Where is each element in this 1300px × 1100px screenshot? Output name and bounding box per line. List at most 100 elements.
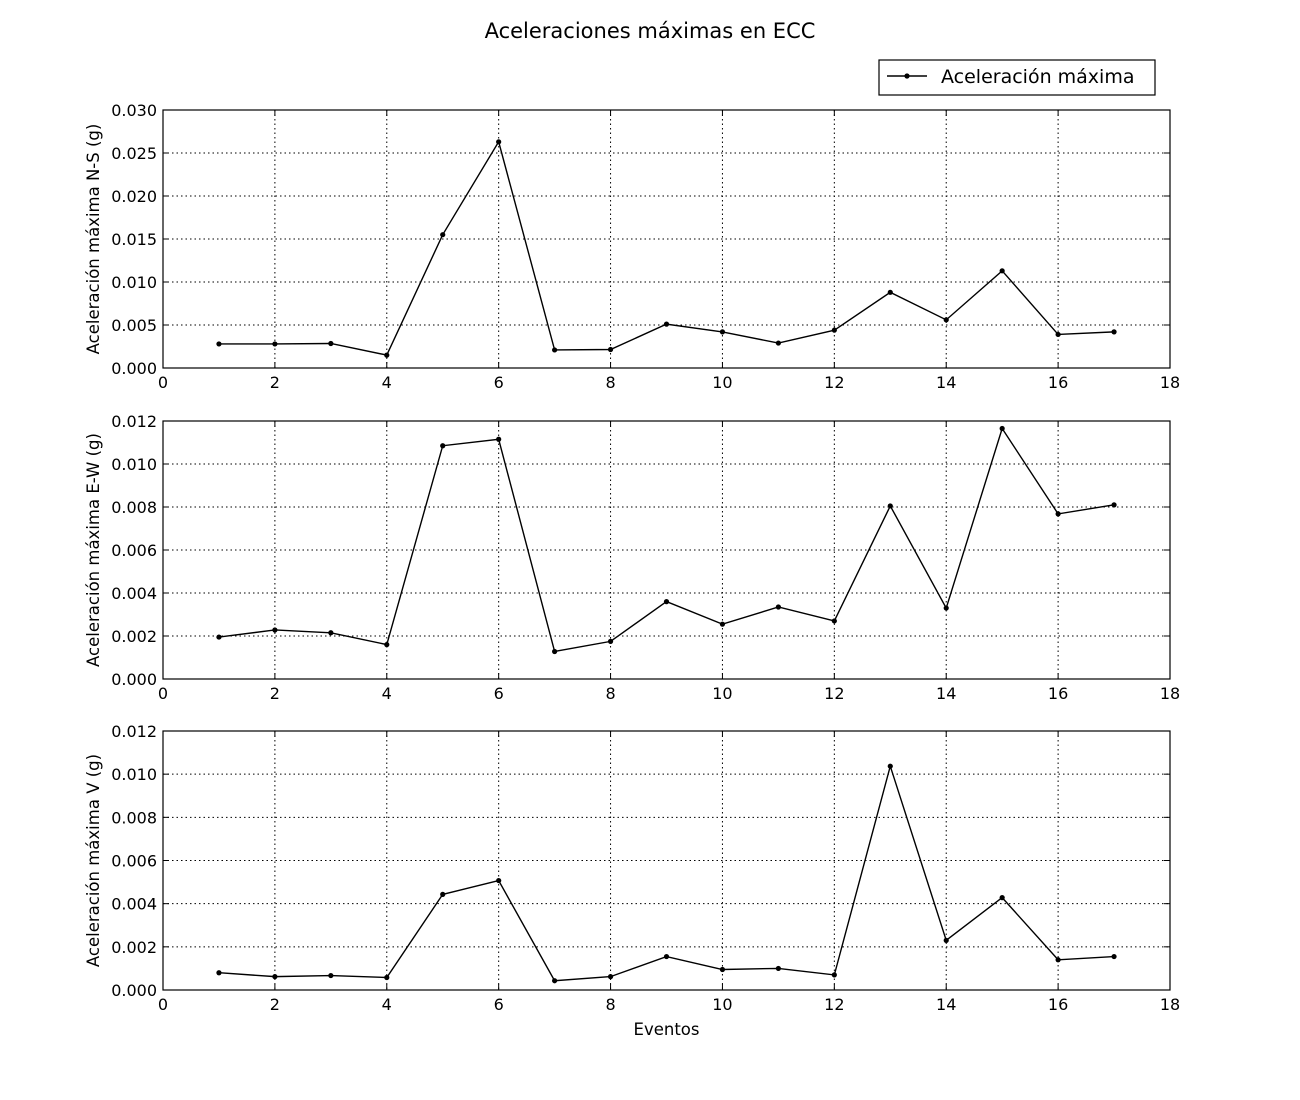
data-point — [1111, 502, 1117, 508]
x-tick-label: 2 — [270, 373, 280, 392]
data-point — [1055, 957, 1061, 963]
x-tick-label: 8 — [605, 684, 615, 703]
data-point — [272, 341, 278, 347]
x-tick-label: 0 — [158, 995, 168, 1014]
x-tick-label: 14 — [936, 995, 956, 1014]
data-point — [328, 630, 334, 636]
figure-title: Aceleraciones máximas en ECC — [485, 19, 816, 43]
data-point — [663, 953, 670, 960]
subplot-1: 0 2 4 6 8 10 12 14 16 18 0.000 0.005 0.010 0.015 0.020… — [84, 101, 1180, 392]
data-point — [1111, 953, 1117, 960]
data-point — [887, 289, 893, 295]
x-tick-label: 14 — [936, 684, 956, 703]
x-tick-label: 10 — [712, 684, 732, 703]
y-tick-label: 0.005 — [111, 316, 157, 335]
y-tick-label: 0.020 — [111, 187, 157, 206]
data-point — [216, 341, 222, 347]
data-point — [607, 346, 614, 353]
data-point — [775, 965, 781, 972]
x-tick-label: 10 — [712, 995, 732, 1014]
y-tick-label: 0.008 — [111, 808, 157, 827]
data-point — [999, 895, 1005, 901]
data-point — [496, 877, 502, 884]
x-tick-label: 8 — [605, 995, 615, 1014]
x-axis-label: Eventos — [634, 1020, 700, 1039]
y-tick-label: 0.010 — [111, 455, 157, 474]
data-point — [496, 436, 502, 442]
y-tick-label: 0.004 — [111, 895, 157, 914]
y-tick-label: 0.010 — [111, 273, 157, 292]
data-point — [328, 972, 334, 979]
data-point — [552, 347, 558, 353]
data-point — [887, 503, 893, 509]
x-tick-label: 4 — [382, 373, 392, 392]
x-tick-label: 2 — [270, 684, 280, 703]
y-tick-label: 0.008 — [111, 498, 157, 517]
data-point — [607, 974, 614, 980]
data-point — [999, 268, 1005, 274]
x-tick-label: 10 — [712, 373, 732, 392]
x-tick-label: 16 — [1048, 373, 1068, 392]
data-point — [1055, 331, 1061, 338]
x-tick-label: 18 — [1160, 373, 1180, 392]
y-tick-label: 0.015 — [111, 230, 157, 249]
x-tick-label: 16 — [1048, 684, 1068, 703]
y-tick-label: 0.006 — [111, 852, 157, 871]
data-point — [384, 974, 390, 981]
x-tick-label: 8 — [605, 373, 615, 392]
data-point — [887, 763, 893, 769]
data-point — [943, 317, 949, 323]
data-point — [440, 232, 446, 238]
data-point — [1055, 511, 1061, 517]
x-tick-label: 4 — [382, 995, 392, 1014]
data-point — [216, 970, 222, 976]
x-tick-label: 6 — [494, 373, 504, 392]
data-point — [719, 621, 726, 627]
x-tick-label: 14 — [936, 373, 956, 392]
x-tick-label: 0 — [158, 373, 168, 392]
data-point — [440, 891, 446, 897]
x-tick-label: 18 — [1160, 995, 1180, 1014]
y-tick-label: 0.012 — [111, 722, 157, 741]
data-point — [552, 978, 558, 984]
y-tick-label: 0.006 — [111, 541, 157, 560]
data-point — [719, 966, 726, 973]
data-point — [440, 443, 446, 449]
data-point — [663, 321, 670, 327]
data-point — [943, 605, 949, 611]
x-tick-label: 0 — [158, 684, 168, 703]
y-tick-label: 0.025 — [111, 144, 157, 163]
data-point — [831, 327, 837, 333]
data-point — [328, 340, 334, 347]
data-point — [1111, 329, 1117, 335]
data-point — [775, 604, 781, 610]
y-axis-label: Aceleración máxima E-W (g) — [84, 433, 103, 667]
x-tick-label: 12 — [824, 995, 844, 1014]
data-point — [719, 329, 726, 335]
y-tick-label: 0.000 — [111, 670, 157, 689]
data-point — [216, 634, 222, 640]
y-tick-label: 0.002 — [111, 938, 157, 957]
x-tick-label: 2 — [270, 995, 280, 1014]
subplot-3: 0 2 4 6 8 10 12 14 16 18 0.000 0.002 0.004 0.006 0.008… — [84, 722, 1180, 1039]
y-tick-label: 0.000 — [111, 981, 157, 1000]
x-tick-label: 6 — [494, 995, 504, 1014]
data-point — [272, 974, 278, 980]
data-point — [384, 352, 390, 358]
data-point — [831, 618, 837, 624]
subplot-2: 0 2 4 6 8 10 12 14 16 18 0.000 0.002 0.004 0.006 0.008… — [84, 412, 1180, 703]
axes-container: 0 2 4 6 8 10 12 14 16 18 0.000 0.005 0.010 0.015 0.020… — [84, 101, 1180, 1039]
legend-label: Aceleración máxima — [941, 66, 1134, 88]
y-axis-label: Aceleración máxima V (g) — [84, 754, 103, 967]
y-tick-label: 0.012 — [111, 412, 157, 431]
data-point — [943, 937, 949, 943]
legend: Aceleración máxima — [878, 59, 1156, 96]
y-tick-label: 0.000 — [111, 359, 157, 378]
data-point — [272, 627, 278, 633]
x-tick-label: 16 — [1048, 995, 1068, 1014]
y-tick-label: 0.010 — [111, 765, 157, 784]
data-point — [999, 425, 1005, 432]
data-point — [384, 642, 390, 648]
data-point — [775, 340, 781, 346]
